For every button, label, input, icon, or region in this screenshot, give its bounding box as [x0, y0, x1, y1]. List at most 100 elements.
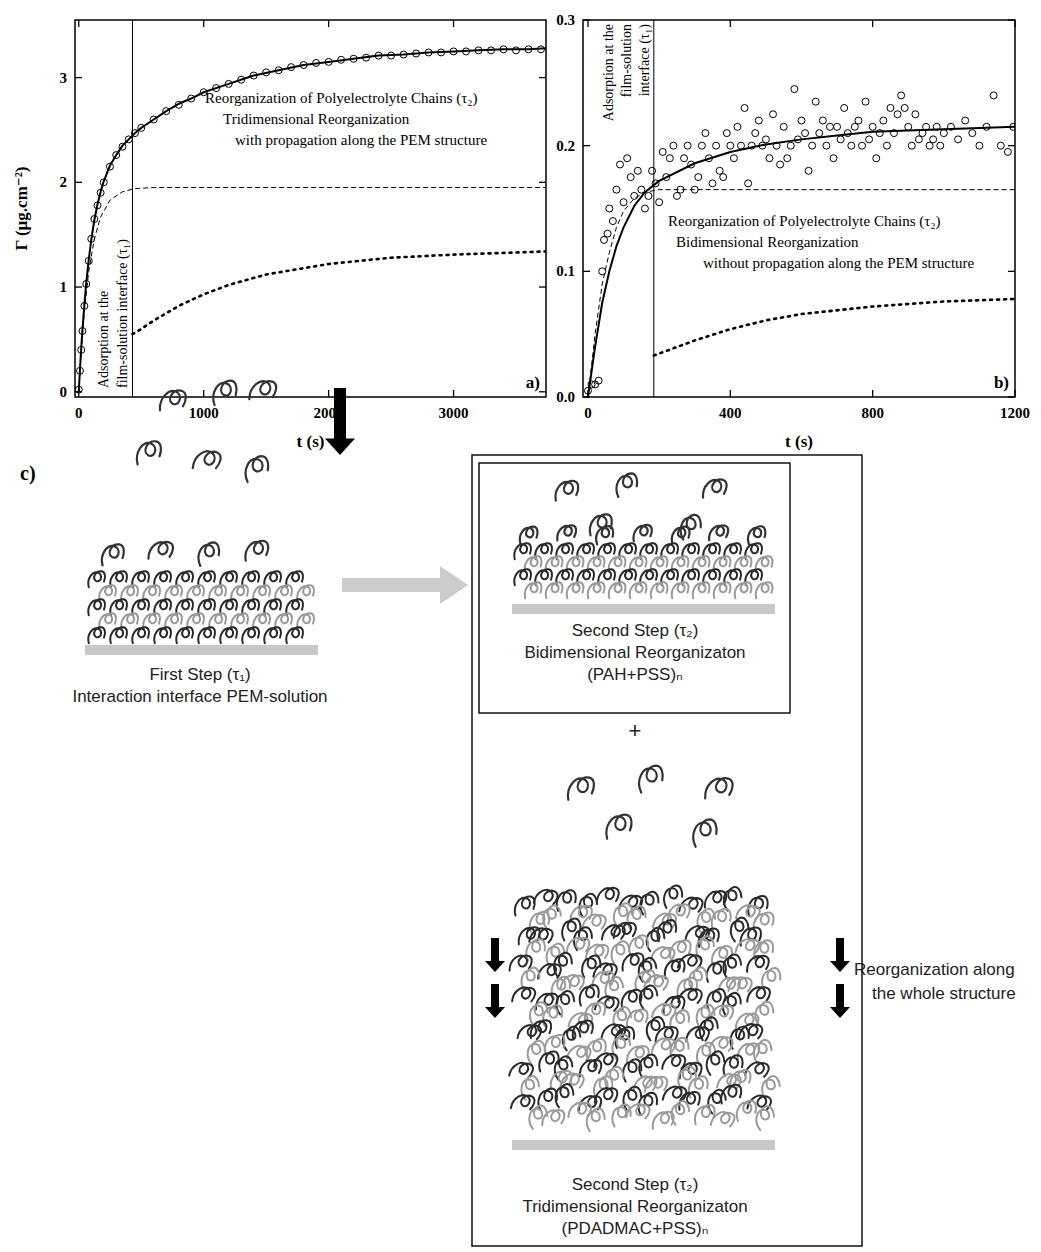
data-point [883, 142, 890, 149]
annotation: with propagation along the PEM structure [235, 132, 487, 148]
data-point [684, 142, 691, 149]
data-point [819, 117, 826, 124]
x-tick [328, 390, 329, 397]
x-tick-label: 800 [861, 405, 884, 421]
figure: 01000200030000123t (s)Γ (µg.cm⁻²)Adsorpt… [0, 0, 1041, 1252]
arrow [830, 984, 850, 1018]
x-axis-title: t (s) [785, 432, 813, 451]
polymer-chain [596, 885, 619, 908]
data-point [826, 123, 833, 130]
polymer-chain [568, 776, 595, 802]
data-point [730, 155, 737, 162]
plot-frame [75, 20, 546, 397]
polymer-chain [568, 1099, 593, 1123]
polymer-chain [752, 1105, 778, 1130]
polymer-chain [176, 627, 193, 643]
data-point [755, 117, 762, 124]
data-point [595, 377, 602, 384]
polymer-chain [154, 627, 171, 643]
polymer-chain [710, 908, 732, 929]
polymer-chain [627, 1008, 648, 1029]
pem-film [88, 571, 314, 643]
data-point [713, 142, 720, 149]
polymer-chain [212, 380, 238, 405]
y-tick-label: 0.3 [556, 12, 575, 28]
data-point [709, 180, 716, 187]
polymer-chain [220, 627, 237, 643]
data-point [698, 142, 705, 149]
polymer-chain [286, 627, 303, 643]
arrow [485, 984, 505, 1018]
data-point [791, 86, 798, 93]
y-tick [539, 286, 546, 287]
data-point [745, 180, 752, 187]
arrow [485, 938, 505, 972]
x-tick [587, 20, 588, 27]
scatter-points [75, 46, 544, 393]
fit-line-dotted [654, 299, 1015, 356]
data-point [752, 130, 759, 137]
polymer-chain [102, 544, 124, 565]
x-tick-label: 1000 [189, 405, 219, 421]
polymer-chain [88, 571, 105, 587]
data-point [641, 205, 648, 212]
inner-box [479, 463, 790, 713]
x-tick [453, 390, 454, 397]
x-tick-label: 0 [75, 405, 83, 421]
boundary-line [653, 20, 654, 397]
data-point [898, 92, 905, 99]
polymer-chain [539, 904, 565, 929]
annotation: Bidimensional Reorganization [676, 234, 859, 250]
data-point [990, 92, 997, 99]
data-point [702, 130, 709, 137]
x-tick-label: 1200 [1000, 405, 1030, 421]
data-point [841, 104, 848, 111]
x-tick [203, 20, 204, 27]
y-tick-label: 1 [60, 279, 68, 295]
polymer-chain [672, 582, 689, 598]
polymer-chain [690, 818, 720, 847]
panel-label: b) [994, 373, 1009, 392]
arrow [342, 566, 468, 604]
polymer-chain [709, 523, 729, 543]
data-point [905, 123, 912, 130]
data-point [873, 155, 880, 162]
annotation: film-solution [619, 24, 634, 97]
data-point [666, 155, 673, 162]
diagram-text: First Step (τ₁) [149, 665, 250, 684]
polymer-chain [672, 527, 690, 544]
plot-area [584, 20, 1015, 397]
data-point [837, 136, 844, 143]
substrate [85, 645, 318, 655]
polymer-chain [704, 775, 734, 804]
data-point [604, 230, 611, 237]
data-point [887, 104, 894, 111]
annotation: film-solution interface (τ₁) [115, 239, 131, 388]
y-tick [1008, 271, 1015, 272]
x-tick [78, 20, 79, 27]
data-point [670, 142, 677, 149]
polymer-chain [719, 953, 745, 978]
pem-film [514, 543, 772, 598]
data-point [855, 117, 862, 124]
data-point [809, 142, 816, 149]
diagram-text: (PAH+PSS)ₙ [587, 665, 683, 684]
panel-label: c) [20, 462, 36, 485]
polymer-chain [573, 1020, 594, 1040]
polymer-chain [148, 538, 175, 564]
fit-line-solid [79, 48, 546, 391]
y-tick [1008, 145, 1015, 146]
polymer-chain [704, 1088, 730, 1114]
annotation: Reorganization of Polyelectrolyte Chains… [205, 90, 478, 107]
x-tick [328, 20, 329, 27]
data-point [880, 117, 887, 124]
panel-label: a) [526, 373, 540, 392]
data-point [908, 142, 915, 149]
polymer-chain [88, 599, 105, 615]
y-tick [539, 77, 546, 78]
data-point [659, 148, 666, 155]
polymer-chain [137, 441, 161, 464]
data-point [816, 130, 823, 137]
polymer-chain [509, 952, 533, 976]
diagram-text: Reorganization along [854, 960, 1015, 979]
